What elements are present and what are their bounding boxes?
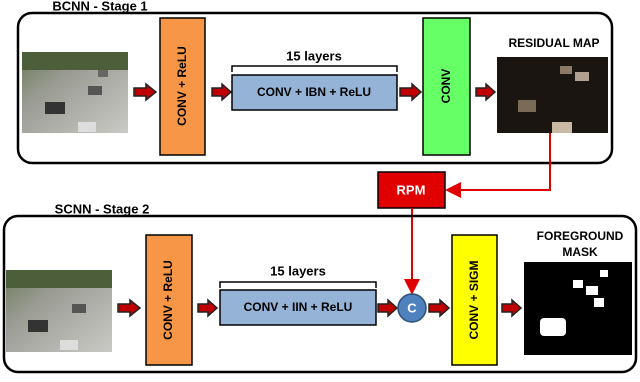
concat-label: C (407, 300, 417, 315)
arrow (117, 298, 142, 318)
arrow (211, 82, 233, 102)
stage-frame (16, 11, 614, 165)
stage-frame (2, 214, 638, 374)
conv-block (219, 289, 377, 326)
block-label: CONV + ReLU (161, 260, 175, 340)
output-label: RESIDUAL MAP (508, 36, 599, 50)
output-label: FOREGROUND (537, 229, 624, 243)
conv-block (145, 234, 193, 366)
arrow (399, 82, 423, 102)
arrow (475, 82, 497, 102)
block-label: CONV + IIN + ReLU (244, 300, 353, 314)
arrow (377, 298, 399, 318)
arrow (133, 82, 158, 102)
block-label: CONV + ReLU (175, 46, 189, 126)
stage-title: SCNN - Stage 2 (55, 201, 150, 216)
rpm-label: RPM (397, 182, 426, 197)
stage-title: BCNN - Stage 1 (52, 0, 147, 13)
arrow (501, 298, 523, 318)
output-label: MASK (562, 245, 598, 259)
conv-block (422, 17, 471, 156)
conv-block (159, 17, 206, 156)
connector (445, 133, 551, 198)
layers-label: 15 layers (286, 48, 342, 63)
input-image (6, 270, 112, 352)
concat-node (397, 293, 427, 323)
block-label: CONV + SIGM (467, 260, 481, 339)
block-label: CONV + IBN + ReLU (257, 85, 371, 99)
arrow (428, 298, 451, 318)
input-image (22, 52, 128, 133)
bracket (231, 65, 398, 72)
residual-image (497, 57, 608, 133)
rpm-block (377, 171, 446, 209)
block-label: CONV (439, 69, 453, 104)
bracket (219, 281, 377, 288)
conv-block (451, 234, 498, 366)
layers-label: 15 layers (270, 263, 326, 278)
arrow (197, 298, 219, 318)
conv-block (231, 74, 398, 111)
mask-image (524, 262, 632, 355)
